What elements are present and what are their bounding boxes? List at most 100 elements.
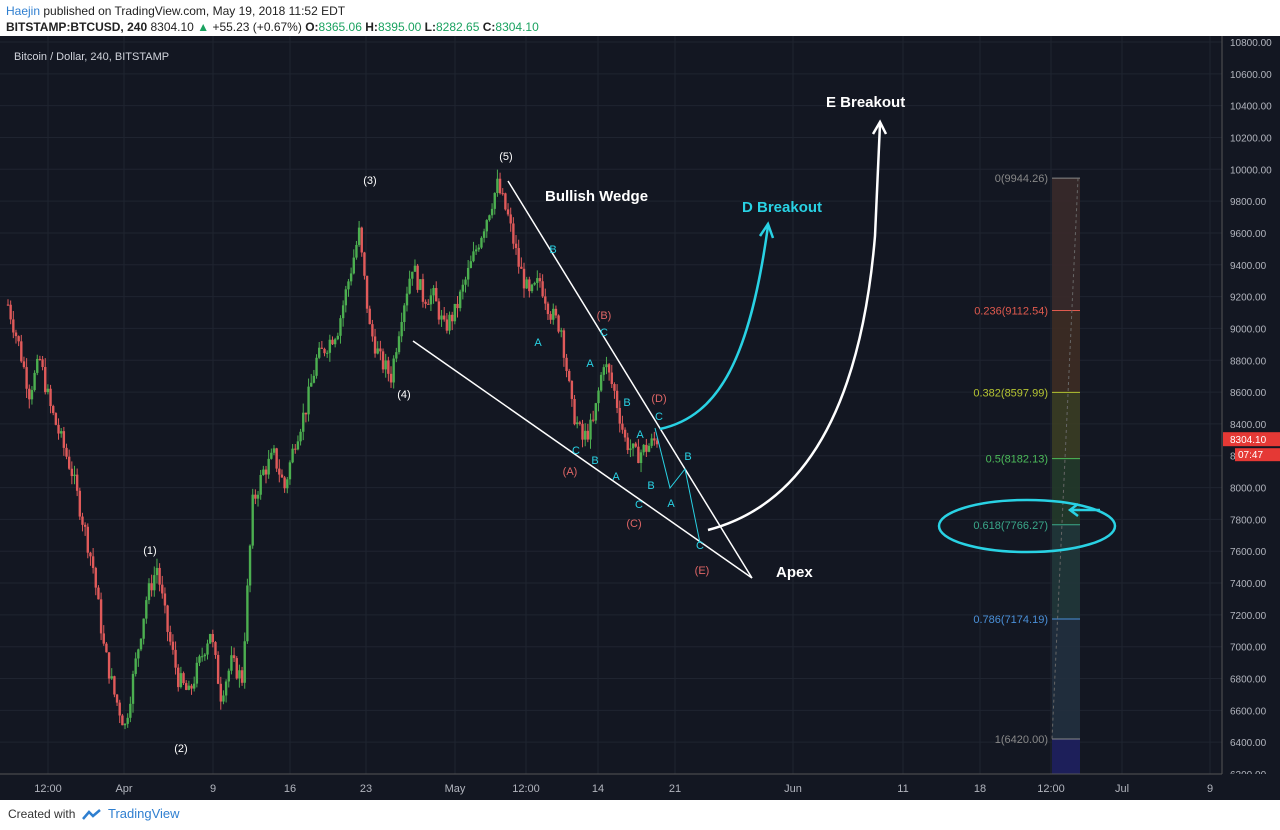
candle-body bbox=[278, 468, 281, 475]
candle-body bbox=[413, 265, 417, 272]
up-arrow-icon: ▲ bbox=[197, 20, 210, 34]
price-axis-tick: 7800.00 bbox=[1230, 515, 1267, 526]
candle-body bbox=[46, 388, 50, 393]
candle-body bbox=[169, 631, 172, 642]
candle-body bbox=[262, 469, 265, 475]
time-axis-bg bbox=[0, 774, 1280, 800]
sub-wave-label: C bbox=[572, 445, 580, 457]
tradingview-brand-link[interactable]: TradingView bbox=[108, 806, 180, 821]
symbol-label: BITSTAMP:BTCUSD, 240 bbox=[6, 20, 148, 34]
candle-body bbox=[118, 702, 121, 716]
candle-body bbox=[576, 422, 579, 425]
candle-body bbox=[97, 587, 100, 600]
candle-body bbox=[623, 429, 627, 438]
candle-body bbox=[506, 209, 510, 215]
time-axis-tick: 11 bbox=[897, 783, 908, 795]
sub-wave-label: A bbox=[667, 498, 675, 510]
candle-body bbox=[496, 178, 499, 193]
candle-body bbox=[488, 215, 491, 221]
author-link[interactable]: Haejin bbox=[6, 4, 41, 18]
candle-body bbox=[560, 330, 563, 332]
candle-body bbox=[235, 658, 238, 679]
candle-body bbox=[615, 390, 619, 408]
footer: Created with TradingView bbox=[0, 800, 1280, 830]
candle-body bbox=[363, 252, 366, 276]
candle-body bbox=[373, 336, 377, 354]
candle-body bbox=[113, 676, 116, 695]
candle-body bbox=[379, 348, 382, 352]
time-axis-tick: 9 bbox=[1207, 783, 1213, 795]
candle-body bbox=[78, 490, 82, 517]
candle-body bbox=[299, 431, 302, 442]
candle-body bbox=[70, 468, 74, 477]
candle-body bbox=[583, 430, 587, 440]
chart-svg[interactable]: 0(9944.26) 0.236(9112.54) 0.382(8597.99) 0.… bbox=[0, 36, 1280, 800]
fib-zone bbox=[1052, 392, 1080, 459]
candle-body bbox=[645, 444, 648, 452]
sub-wave-label: B bbox=[549, 244, 556, 256]
candle-body bbox=[89, 552, 92, 557]
candle-body bbox=[629, 448, 632, 451]
wedge-lower-line bbox=[412, 340, 753, 579]
candle-body bbox=[647, 445, 651, 452]
candle-body bbox=[107, 652, 111, 679]
candle-body bbox=[405, 293, 409, 306]
candle-body bbox=[20, 341, 23, 362]
candle-body bbox=[408, 278, 411, 294]
candle-body bbox=[536, 278, 539, 283]
candle-body bbox=[421, 279, 425, 302]
sub-wave-label: B bbox=[623, 397, 630, 409]
price-axis-tick: 7600.00 bbox=[1230, 547, 1267, 558]
candle-body bbox=[320, 347, 324, 349]
candle-body bbox=[349, 273, 353, 282]
candle-body bbox=[512, 223, 515, 244]
sub-wave-label: A bbox=[636, 429, 644, 441]
candle-body bbox=[185, 683, 188, 690]
candle-body bbox=[331, 339, 334, 345]
chart-area[interactable]: 0(9944.26) 0.236(9112.54) 0.382(8597.99) 0.… bbox=[0, 36, 1280, 800]
bullish-wedge-label: Bullish Wedge bbox=[545, 188, 648, 205]
candle-body bbox=[544, 296, 547, 304]
time-axis-tick: 9 bbox=[210, 783, 216, 795]
candle-body bbox=[304, 412, 308, 415]
candle-body bbox=[344, 289, 347, 306]
time-axis-tick: 18 bbox=[974, 783, 986, 795]
candle-body bbox=[131, 673, 135, 704]
wave-label: (2) bbox=[174, 743, 187, 755]
candle-body bbox=[493, 192, 496, 209]
candle-body bbox=[59, 431, 63, 434]
candle-body bbox=[137, 649, 140, 659]
candle-body bbox=[22, 361, 26, 368]
candle-body bbox=[126, 717, 129, 724]
candle-body bbox=[607, 364, 611, 373]
candle-body bbox=[187, 685, 191, 690]
candle-body bbox=[443, 315, 446, 320]
fib-label: 0.236(9112.54) bbox=[974, 306, 1048, 318]
candle-body bbox=[384, 360, 387, 370]
close-value: 8304.10 bbox=[495, 20, 539, 34]
candle-body bbox=[626, 437, 629, 451]
candle-body bbox=[272, 448, 276, 453]
candle-body bbox=[466, 267, 470, 280]
price-axis-tick: 8800.00 bbox=[1230, 356, 1267, 367]
candle-body bbox=[586, 430, 590, 440]
fib-label: 0.5(8182.13) bbox=[986, 454, 1048, 466]
candle-body bbox=[291, 448, 294, 463]
candle-body bbox=[549, 314, 552, 320]
candle-body bbox=[392, 358, 395, 383]
candle-body bbox=[6, 304, 10, 306]
candle-body bbox=[208, 634, 212, 644]
candle-body bbox=[435, 288, 438, 302]
candle-body bbox=[339, 318, 342, 336]
wave-label: (1) bbox=[143, 545, 156, 557]
candle-body bbox=[315, 357, 318, 376]
candle-body bbox=[134, 658, 137, 674]
candle-body bbox=[554, 308, 558, 316]
candle-body bbox=[224, 681, 228, 696]
candle-body bbox=[546, 303, 550, 315]
candle-body bbox=[613, 384, 616, 391]
candle-body bbox=[203, 654, 207, 657]
candle-body bbox=[166, 605, 169, 632]
candle-body bbox=[171, 641, 175, 650]
candle-body bbox=[115, 694, 119, 703]
